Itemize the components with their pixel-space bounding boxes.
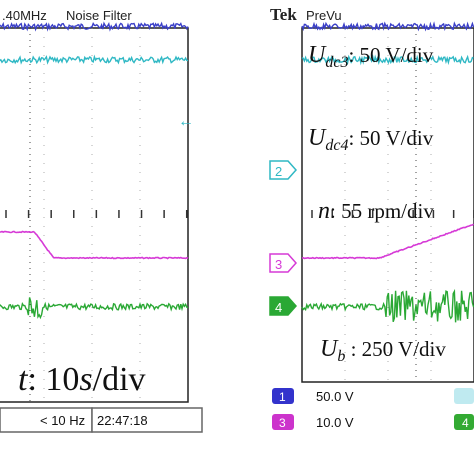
right-marker-3-label: 3 <box>275 257 282 272</box>
left-trace-u_dc3 <box>0 21 189 32</box>
right-readout-ch1: 1 50.0 V <box>272 388 354 404</box>
left-ch2-ref-arrow: ← <box>178 113 194 130</box>
left-graticule <box>0 27 189 403</box>
left-trace-n <box>0 230 189 260</box>
right-scope-panel: Tek PreVu 2 3 4 Udc3: 50 V/div Udc4: 50 … <box>266 0 474 474</box>
right-label-udc3: Udc3: 50 V/div <box>308 42 434 71</box>
right-readout-ch2-chip <box>454 388 474 404</box>
right-readout-ch3-num: 3 <box>279 416 286 430</box>
left-scope-panel: .40MHz Noise Filter ← t: 10s/div < 10 Hz… <box>0 0 206 474</box>
left-status-box-2 <box>91 407 203 433</box>
right-channel-marker-3: 3 <box>269 253 298 273</box>
right-readout-ch3: 3 10.0 V <box>272 414 354 430</box>
right-readout-ch4: 4 <box>454 414 474 430</box>
right-readout-ch4-num: 4 <box>462 416 469 430</box>
right-marker-4-label: 4 <box>275 300 282 315</box>
left-background <box>0 0 206 474</box>
right-trace-u_b <box>301 288 474 323</box>
right-channel-marker-4: 4 <box>269 296 298 316</box>
left-header-mode: Noise Filter <box>66 8 132 23</box>
right-label-udc4: Udc4: 50 V/div <box>308 125 434 154</box>
left-time-scale-label: t: 10s/div <box>18 361 146 398</box>
right-channel-marker-2: 2 <box>269 160 298 180</box>
right-trace-u_dc4 <box>301 54 474 66</box>
left-scope-display: .40MHz Noise Filter ← t: 10s/div < 10 Hz… <box>0 0 206 474</box>
right-trace-u_dc3 <box>301 21 474 32</box>
left-status-clock: 22:47:18 <box>97 413 148 428</box>
right-readout-ch1-num: 1 <box>279 390 286 404</box>
right-label-n: n: 55 rpm/div <box>318 198 434 224</box>
right-background <box>266 0 474 474</box>
right-brand-logo: Tek <box>270 5 297 24</box>
right-readout-ch1-scale: 50.0 V <box>316 389 354 404</box>
left-header-bandwidth: .40MHz <box>2 8 47 23</box>
left-trace-u_dc4 <box>0 54 189 65</box>
left-trace-u_b <box>0 297 189 320</box>
right-trace-n <box>301 223 474 260</box>
right-readout-ch3-scale: 10.0 V <box>316 415 354 430</box>
right-traces <box>301 21 474 323</box>
right-scope-display: Tek PreVu 2 3 4 Udc3: 50 V/div Udc4: 50 … <box>266 0 474 474</box>
right-label-ub: Ub : 250 V/div <box>320 336 446 365</box>
left-traces <box>0 21 189 320</box>
left-status-freq: < 10 Hz <box>40 413 85 428</box>
right-brand-mode: PreVu <box>306 8 342 23</box>
right-marker-2-label: 2 <box>275 164 282 179</box>
